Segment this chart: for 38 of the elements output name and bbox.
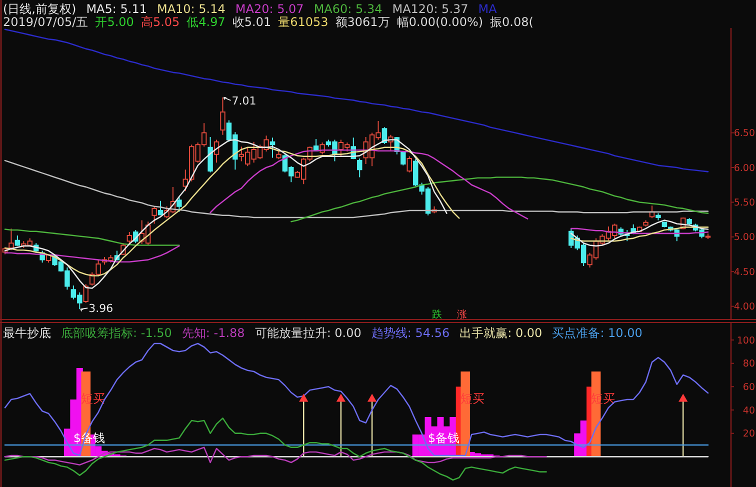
annotation: 高5.05 [140,15,180,29]
annotation: 额3061万 [335,15,390,29]
annotation: 量61053 [278,15,328,29]
tick-label: 4.50 [734,266,755,278]
title: 最牛抄底 [3,326,51,340]
annotation: 7.01 [232,94,256,108]
series-name: 出手就赢: 0.00 [460,326,542,340]
series-name: MA [478,2,497,16]
annotation: 3.96 [88,302,114,316]
series-name: MA120: 5.37 [392,2,468,16]
tick-label: 40 [742,405,755,416]
series-name: MA20: 5.07 [235,2,304,16]
series-name: 先知: -1.88 [182,326,245,340]
annotation: 振0.08( [490,15,534,29]
series-name: MA60: 5.34 [314,2,382,16]
series-name: MA10: 5.14 [156,2,226,16]
tick-label: 6.00 [734,162,755,174]
annotation: 跌 [432,310,442,320]
series-name: 趋势线: 54.56 [371,326,450,340]
annotation: 2019/07/05/五 [3,15,88,29]
series-name: 买点准备: 10.00 [552,326,642,340]
annotation: 涨 [457,310,467,320]
annotation: 幅0.00(0.00%) [396,15,484,29]
tick-label: 80 [742,358,755,370]
tick-label: 4.00 [734,302,755,313]
series-name: 底部吸筹指标: -1.50 [61,326,172,340]
tick-label: 5.50 [734,198,755,208]
annotation: 收5.01 [232,15,272,29]
series-name: 可能放量拉升: 0.00 [254,326,362,340]
annotation: 开5.00 [95,15,134,29]
tick-label: 6.50 [734,128,755,140]
tick-label: 60 [742,382,755,393]
tick-label: 100 [736,335,755,346]
tick-label: 5.00 [734,232,755,244]
tick-label: 20 [742,428,755,440]
annotation: 低4.97 [186,15,226,29]
title: (日线,前复权) [3,2,76,16]
series-name: MA5: 5.11 [86,2,147,16]
